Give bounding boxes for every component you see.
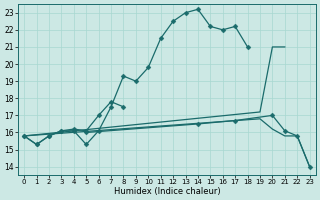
X-axis label: Humidex (Indice chaleur): Humidex (Indice chaleur)	[114, 187, 220, 196]
